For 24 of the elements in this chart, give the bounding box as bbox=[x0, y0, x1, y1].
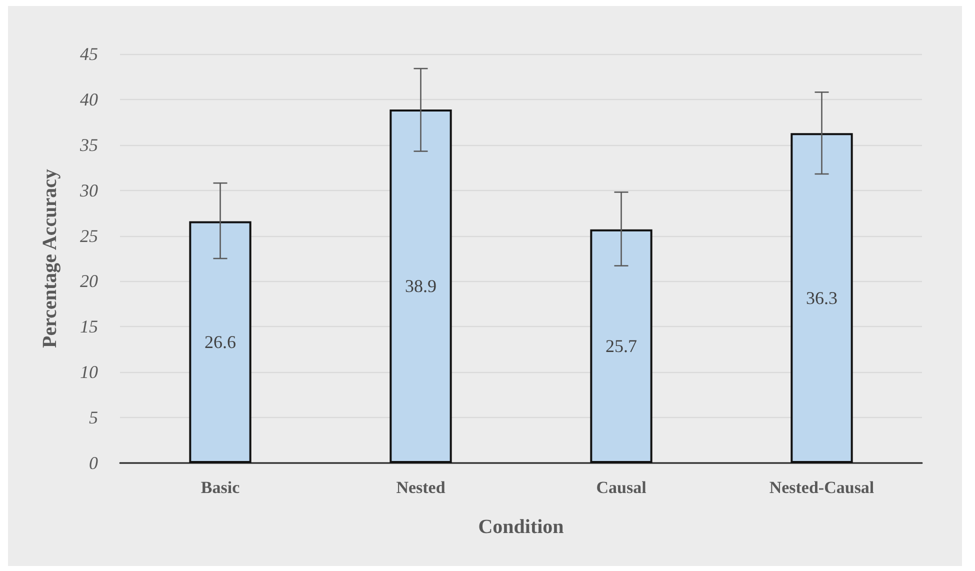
y-tick-label: 40 bbox=[80, 89, 98, 110]
bar bbox=[390, 109, 452, 463]
y-tick-label: 35 bbox=[79, 134, 98, 155]
bar bbox=[590, 229, 652, 463]
y-tick-label: 45 bbox=[80, 44, 98, 64]
data-label: 38.9 bbox=[405, 276, 436, 296]
y-axis-title: Percentage Accuracy bbox=[39, 169, 61, 348]
x-tick-label: Basic bbox=[200, 478, 240, 497]
data-label: 36.3 bbox=[806, 288, 838, 308]
y-tick-label: 15 bbox=[80, 316, 98, 337]
data-label: 26.6 bbox=[204, 332, 236, 352]
x-tick-label: Nested bbox=[396, 478, 446, 497]
y-tick-label: 10 bbox=[80, 362, 98, 382]
x-tick-label: Nested-Causal bbox=[769, 478, 874, 497]
x-tick-label: Causal bbox=[596, 478, 647, 497]
bar bbox=[790, 133, 853, 463]
bar bbox=[189, 221, 252, 463]
y-tick-label: 25 bbox=[80, 226, 98, 246]
y-tick-label: 0 bbox=[89, 453, 98, 473]
y-tick-label: 20 bbox=[80, 271, 98, 292]
x-axis-title: Condition bbox=[478, 516, 564, 538]
y-tick-label: 30 bbox=[79, 180, 98, 200]
data-label: 25.7 bbox=[606, 336, 637, 356]
y-tick-label: 5 bbox=[89, 408, 98, 428]
